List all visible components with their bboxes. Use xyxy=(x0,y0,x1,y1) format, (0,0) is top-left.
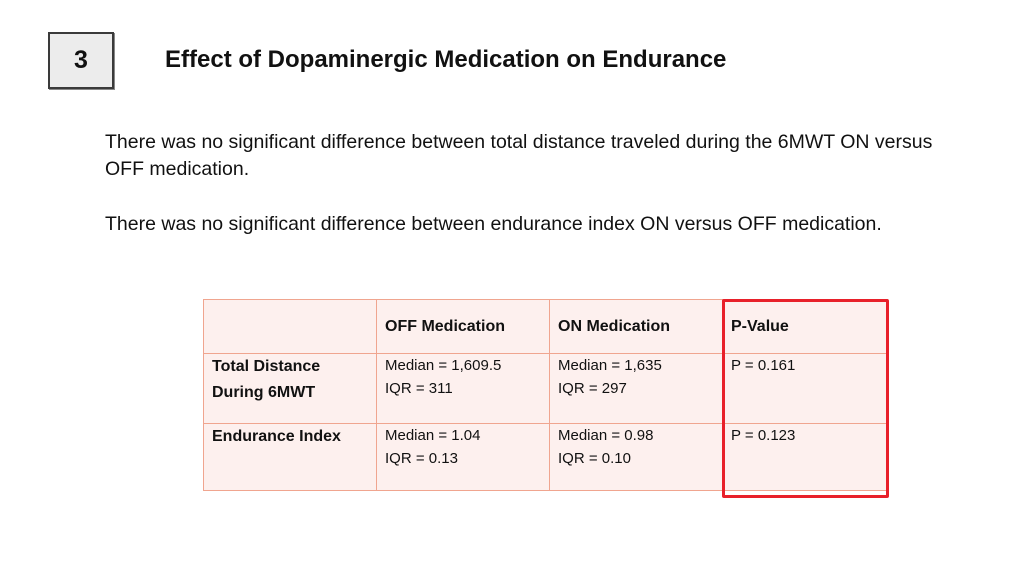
cell-p-total-distance: P = 0.161 xyxy=(722,353,888,424)
slide-number-badge: 3 xyxy=(48,32,114,89)
cell-p-value: P = 0.161 xyxy=(731,357,796,374)
table-row-endurance-index: Endurance Index Median = 1.04 IQR = 0.13… xyxy=(203,423,888,491)
cell-p-endurance-index: P = 0.123 xyxy=(722,423,888,491)
cell-median: Median = 1,609.5 xyxy=(385,357,502,374)
cell-median: Median = 1.04 xyxy=(385,427,481,444)
row-label-line: Endurance Index xyxy=(212,428,341,445)
row-label-endurance-index: Endurance Index xyxy=(203,423,377,491)
row-label-line: Total Distance xyxy=(212,358,321,375)
row-label-total-distance: Total Distance During 6MWT xyxy=(203,353,377,424)
results-table-container: OFF Medication ON Medication P-Value Tot… xyxy=(203,299,889,491)
cell-on-total-distance: Median = 1,635 IQR = 297 xyxy=(549,353,723,424)
table-header-off-medication: OFF Medication xyxy=(376,299,550,354)
table-header-on-medication: ON Medication xyxy=(549,299,723,354)
cell-on-endurance-index: Median = 0.98 IQR = 0.10 xyxy=(549,423,723,491)
cell-iqr: IQR = 0.10 xyxy=(558,450,631,467)
table-row-total-distance: Total Distance During 6MWT Median = 1,60… xyxy=(203,353,888,424)
cell-iqr: IQR = 311 xyxy=(385,380,453,397)
table-header-p-value: P-Value xyxy=(722,299,888,354)
finding-paragraph-endurance: There was no significant difference betw… xyxy=(105,213,882,235)
cell-off-endurance-index: Median = 1.04 IQR = 0.13 xyxy=(376,423,550,491)
table-header-row: OFF Medication ON Medication P-Value xyxy=(203,299,888,354)
cell-median: Median = 0.98 xyxy=(558,427,654,444)
table-header-empty xyxy=(203,299,377,354)
results-table: OFF Medication ON Medication P-Value Tot… xyxy=(203,299,888,491)
finding-paragraph-distance: There was no significant difference betw… xyxy=(105,131,933,180)
slide-title: Effect of Dopaminergic Medication on End… xyxy=(165,46,727,73)
cell-p-value: P = 0.123 xyxy=(731,427,796,444)
cell-iqr: IQR = 297 xyxy=(558,380,627,397)
cell-iqr: IQR = 0.13 xyxy=(385,450,458,467)
cell-off-total-distance: Median = 1,609.5 IQR = 311 xyxy=(376,353,550,424)
row-label-line: During 6MWT xyxy=(212,384,316,401)
cell-median: Median = 1,635 xyxy=(558,357,662,374)
slide-number: 3 xyxy=(74,46,88,74)
